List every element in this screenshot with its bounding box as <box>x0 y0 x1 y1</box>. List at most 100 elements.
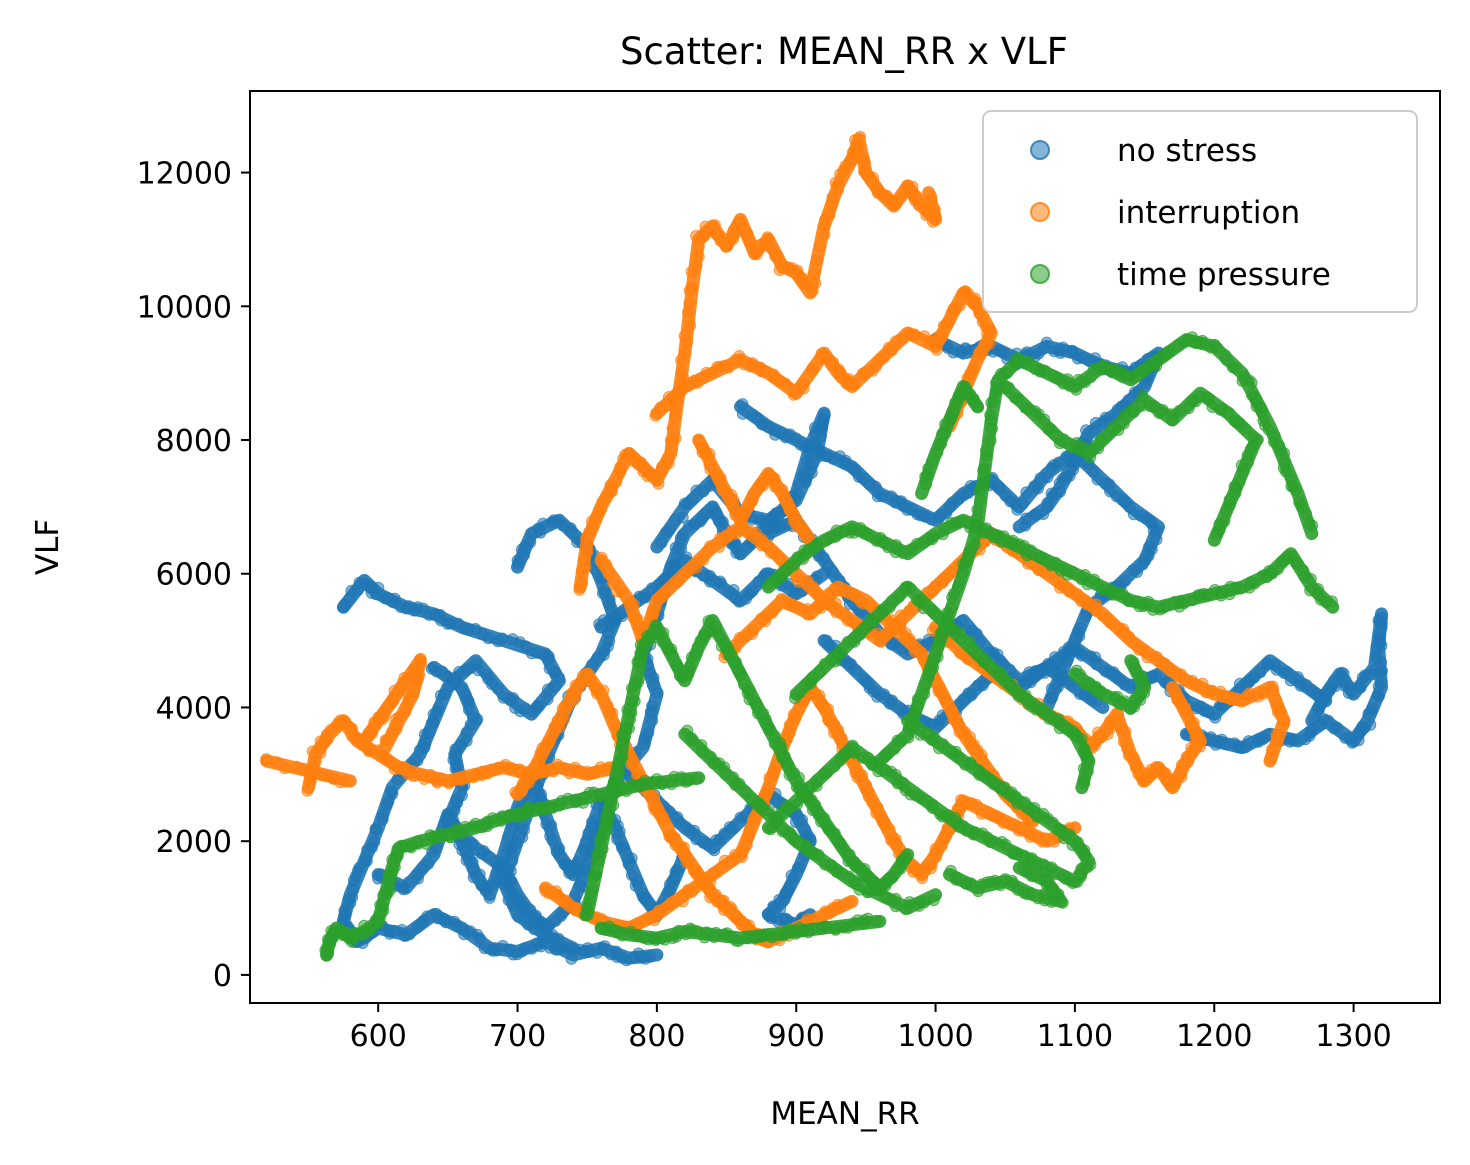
data-point <box>1304 573 1317 585</box>
data-point <box>1254 666 1267 679</box>
data-point <box>666 422 679 435</box>
data-point <box>1289 484 1302 497</box>
data-point <box>655 536 668 549</box>
data-point <box>1267 684 1280 697</box>
data-point <box>716 515 729 528</box>
data-point <box>642 726 655 739</box>
data-point <box>1209 711 1222 724</box>
data-point <box>671 863 684 876</box>
data-point <box>558 713 570 726</box>
data-point <box>1210 527 1223 540</box>
data-point <box>1150 533 1163 546</box>
data-point <box>473 868 486 881</box>
data-point <box>801 608 814 621</box>
legend-marker <box>1030 202 1050 222</box>
data-point <box>971 503 984 516</box>
data-point <box>1169 687 1182 699</box>
data-point <box>629 879 642 892</box>
data-point <box>886 694 898 707</box>
data-point <box>1245 376 1258 389</box>
data-point <box>678 330 691 342</box>
data-point <box>571 855 584 868</box>
data-point <box>890 837 903 850</box>
data-point <box>615 586 628 599</box>
data-point <box>502 842 515 855</box>
data-point <box>852 141 865 154</box>
data-point <box>812 849 825 861</box>
data-point <box>920 478 932 491</box>
data-point <box>669 432 682 445</box>
data-point <box>854 130 867 143</box>
data-point <box>565 952 578 965</box>
x-tick-label: 1300 <box>1315 1019 1391 1054</box>
data-point <box>628 695 641 708</box>
data-point <box>403 928 416 941</box>
data-point <box>978 462 990 475</box>
data-point <box>504 884 517 897</box>
y-tick-label: 10000 <box>137 290 232 325</box>
data-point <box>675 366 688 379</box>
data-point <box>652 904 665 917</box>
legend-marker <box>1030 264 1050 284</box>
data-point <box>1136 389 1149 402</box>
data-point <box>1220 504 1233 517</box>
data-point <box>968 538 981 551</box>
legend-marker <box>1030 140 1050 160</box>
data-point <box>686 885 699 898</box>
data-point <box>806 361 819 374</box>
data-point <box>494 865 507 878</box>
data-point <box>564 942 577 954</box>
data-point <box>586 883 599 896</box>
plot-area <box>260 130 1388 967</box>
data-point <box>746 585 759 598</box>
data-point <box>1090 658 1103 671</box>
data-point <box>598 940 611 953</box>
data-point <box>379 734 392 747</box>
data-point <box>667 392 680 405</box>
data-point <box>835 646 848 659</box>
data-point <box>808 267 821 280</box>
data-point <box>1278 447 1291 460</box>
data-point <box>616 743 629 756</box>
data-point <box>1032 482 1044 495</box>
data-point <box>1306 519 1319 532</box>
data-point <box>684 319 697 332</box>
data-point <box>606 707 619 720</box>
data-point <box>376 900 389 913</box>
data-point <box>904 635 917 648</box>
data-point <box>386 725 399 738</box>
data-point <box>715 577 728 590</box>
data-point <box>797 377 810 390</box>
data-point <box>822 703 835 716</box>
data-point <box>1019 519 1032 532</box>
data-point <box>927 661 940 674</box>
data-point <box>984 409 997 422</box>
data-point <box>678 497 691 510</box>
data-point <box>297 762 310 775</box>
data-point <box>533 757 546 770</box>
data-point <box>1331 721 1344 734</box>
data-point <box>627 758 640 770</box>
data-point <box>685 281 698 294</box>
data-point <box>581 545 594 558</box>
legend-label: no stress <box>1117 133 1257 169</box>
data-point <box>965 689 978 702</box>
data-point <box>926 798 939 811</box>
data-point <box>657 815 670 828</box>
data-point <box>930 343 943 356</box>
y-axis: 0 2000 4000 6000 8000 10000 12000 <box>137 157 250 994</box>
data-point <box>1070 383 1083 396</box>
data-point <box>1119 725 1132 738</box>
data-point <box>474 932 487 945</box>
data-point <box>415 657 428 670</box>
legend-label: time pressure <box>1117 257 1331 293</box>
data-point <box>849 664 862 677</box>
data-point <box>1364 718 1377 731</box>
data-point <box>1229 362 1242 375</box>
data-point <box>1308 713 1321 726</box>
data-point <box>1044 692 1057 705</box>
data-point <box>545 819 558 832</box>
data-point <box>543 736 556 749</box>
data-point <box>1079 610 1092 623</box>
data-point <box>867 615 880 628</box>
